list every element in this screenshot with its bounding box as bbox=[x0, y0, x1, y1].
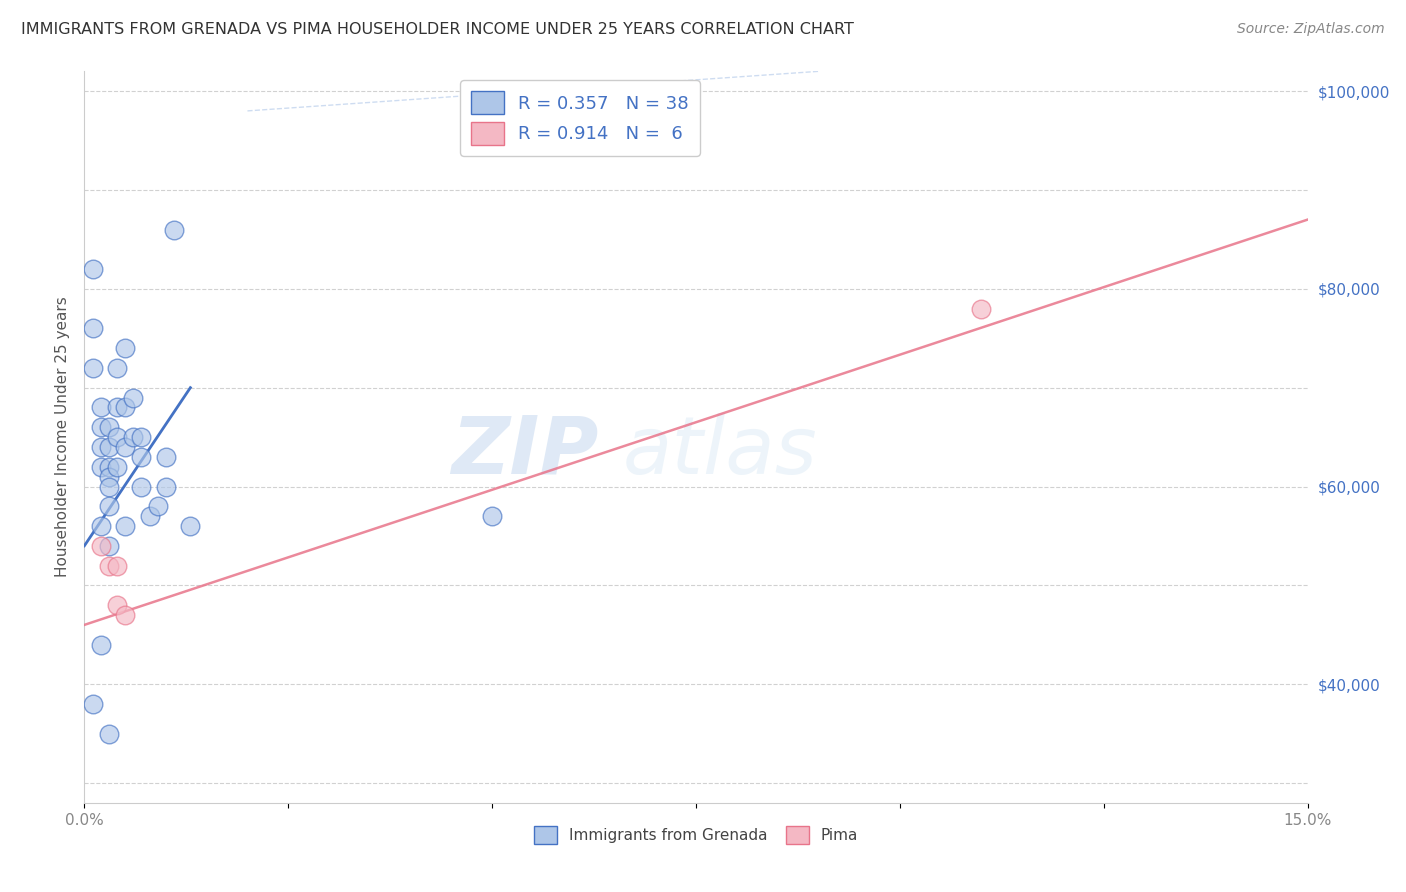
Point bbox=[82, 360, 104, 375]
Point bbox=[97, 539, 120, 553]
Point bbox=[97, 420, 120, 434]
Point bbox=[90, 519, 112, 533]
Point bbox=[97, 469, 120, 483]
Point bbox=[114, 440, 136, 454]
Point bbox=[114, 401, 136, 415]
Point bbox=[146, 500, 169, 514]
Point bbox=[82, 321, 104, 335]
Point bbox=[163, 222, 186, 236]
Point bbox=[155, 450, 177, 464]
Point bbox=[105, 430, 128, 444]
Point bbox=[114, 341, 136, 355]
Point bbox=[105, 598, 128, 612]
Point bbox=[105, 401, 128, 415]
Text: atlas: atlas bbox=[623, 413, 817, 491]
Point bbox=[97, 558, 120, 573]
Point bbox=[114, 519, 136, 533]
Point bbox=[90, 420, 112, 434]
Legend: Immigrants from Grenada, Pima: Immigrants from Grenada, Pima bbox=[527, 820, 865, 850]
Y-axis label: Householder Income Under 25 years: Householder Income Under 25 years bbox=[55, 297, 70, 577]
Point bbox=[105, 360, 128, 375]
Point bbox=[114, 607, 136, 622]
Point bbox=[90, 459, 112, 474]
Point bbox=[90, 638, 112, 652]
Point bbox=[97, 500, 120, 514]
Point bbox=[131, 479, 153, 493]
Point bbox=[155, 479, 177, 493]
Point bbox=[122, 430, 145, 444]
Point bbox=[105, 459, 128, 474]
Point bbox=[82, 262, 104, 277]
Point bbox=[97, 440, 120, 454]
Point bbox=[970, 301, 993, 316]
Point bbox=[82, 697, 104, 711]
Text: ZIP: ZIP bbox=[451, 413, 598, 491]
Point bbox=[122, 391, 145, 405]
Point bbox=[105, 558, 128, 573]
Point bbox=[97, 459, 120, 474]
Point bbox=[97, 726, 120, 740]
Point bbox=[90, 440, 112, 454]
Text: IMMIGRANTS FROM GRENADA VS PIMA HOUSEHOLDER INCOME UNDER 25 YEARS CORRELATION CH: IMMIGRANTS FROM GRENADA VS PIMA HOUSEHOL… bbox=[21, 22, 853, 37]
Point bbox=[90, 401, 112, 415]
Point bbox=[131, 450, 153, 464]
Point bbox=[179, 519, 201, 533]
Text: Source: ZipAtlas.com: Source: ZipAtlas.com bbox=[1237, 22, 1385, 37]
Point bbox=[481, 509, 503, 524]
Point bbox=[131, 430, 153, 444]
Point bbox=[97, 479, 120, 493]
Point bbox=[138, 509, 160, 524]
Point bbox=[90, 539, 112, 553]
